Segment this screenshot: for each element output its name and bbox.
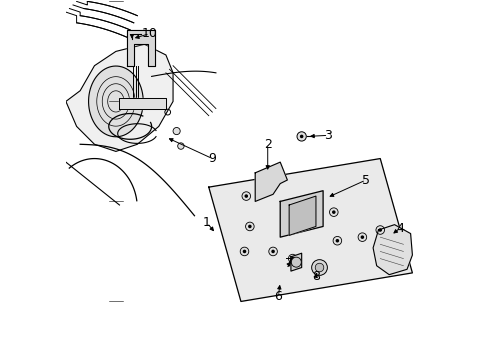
Circle shape <box>247 225 251 228</box>
Circle shape <box>245 222 254 231</box>
Circle shape <box>240 247 248 256</box>
Text: 4: 4 <box>395 222 403 235</box>
Text: 3: 3 <box>324 129 332 142</box>
Circle shape <box>296 132 305 141</box>
Text: 7: 7 <box>285 257 292 270</box>
Circle shape <box>329 208 337 216</box>
Circle shape <box>244 194 247 198</box>
Polygon shape <box>288 196 315 235</box>
Text: 9: 9 <box>208 152 216 165</box>
Circle shape <box>378 228 381 232</box>
Circle shape <box>375 226 384 234</box>
Circle shape <box>242 249 246 253</box>
Circle shape <box>271 249 274 253</box>
Polygon shape <box>126 30 155 66</box>
Circle shape <box>357 233 366 242</box>
Circle shape <box>268 247 277 256</box>
Circle shape <box>360 235 364 239</box>
Polygon shape <box>88 66 143 137</box>
Polygon shape <box>119 98 165 109</box>
Polygon shape <box>208 158 411 301</box>
Circle shape <box>311 260 326 275</box>
Circle shape <box>290 257 294 260</box>
Circle shape <box>335 239 339 243</box>
Polygon shape <box>255 162 287 202</box>
Circle shape <box>299 135 303 138</box>
Polygon shape <box>280 191 323 237</box>
Circle shape <box>315 263 323 272</box>
Polygon shape <box>66 44 173 152</box>
Text: 10: 10 <box>142 27 158 40</box>
Circle shape <box>288 254 296 263</box>
Text: 2: 2 <box>263 138 271 151</box>
Text: 5: 5 <box>361 174 369 186</box>
Text: 1: 1 <box>203 216 210 229</box>
Circle shape <box>173 127 180 135</box>
Circle shape <box>242 192 250 201</box>
Circle shape <box>291 257 301 267</box>
Circle shape <box>332 237 341 245</box>
Circle shape <box>177 143 184 149</box>
Text: 6: 6 <box>274 289 282 303</box>
Circle shape <box>331 210 335 214</box>
Polygon shape <box>290 253 301 271</box>
Polygon shape <box>372 225 411 275</box>
Text: 8: 8 <box>311 270 319 283</box>
